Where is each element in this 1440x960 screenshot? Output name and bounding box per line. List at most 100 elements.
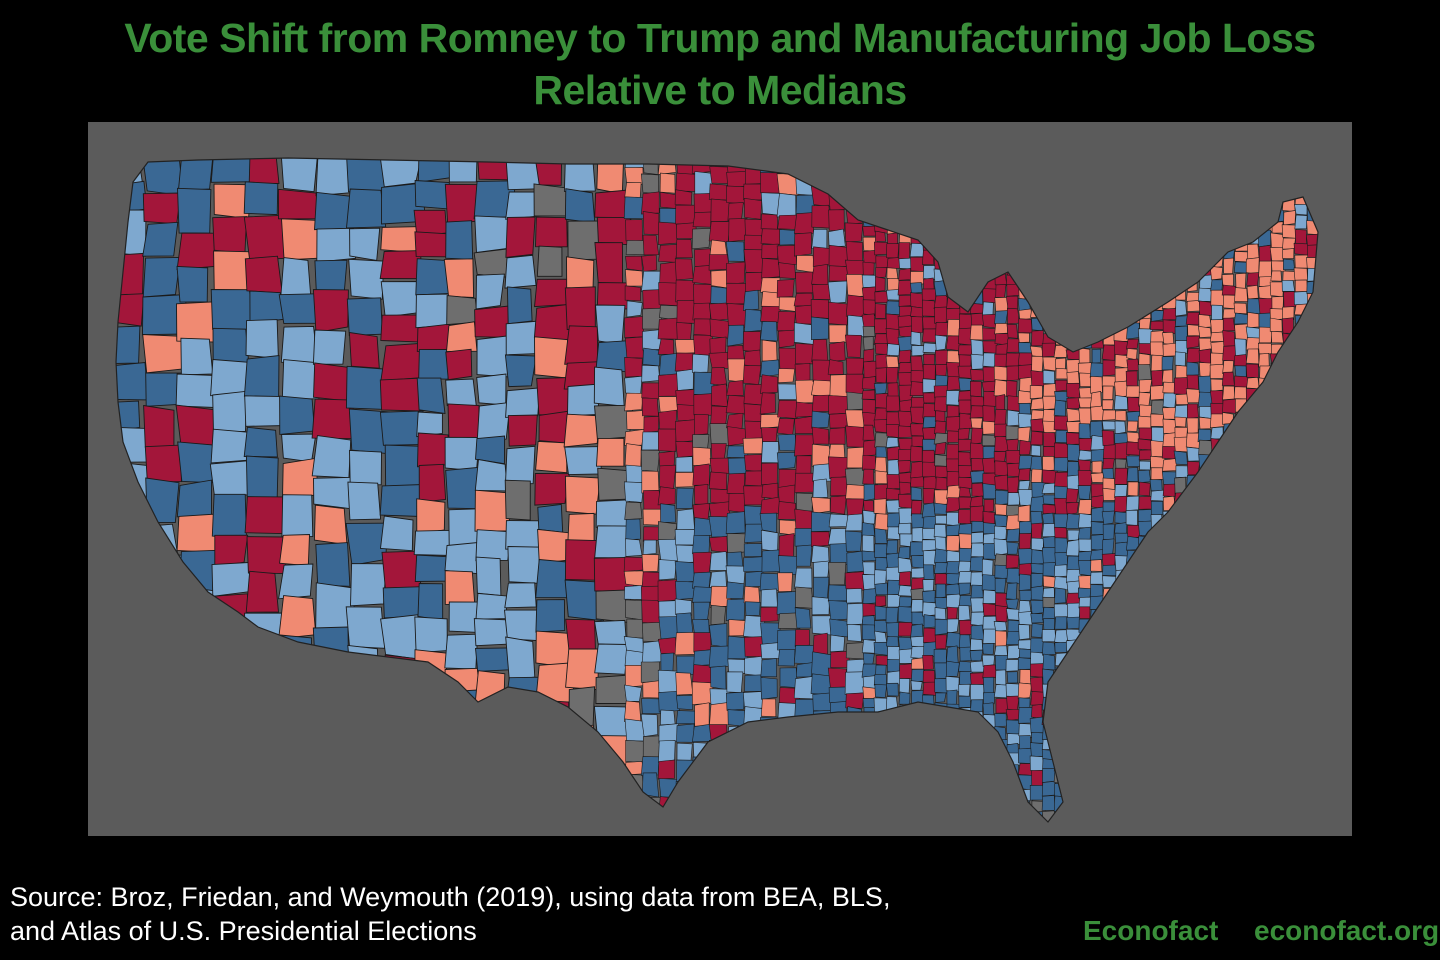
county-region[interactable] bbox=[776, 591, 798, 615]
county-region[interactable] bbox=[874, 605, 888, 621]
county-region[interactable] bbox=[277, 188, 320, 220]
county-region[interactable] bbox=[1042, 356, 1057, 372]
county-region[interactable] bbox=[846, 588, 863, 604]
county-region[interactable] bbox=[957, 508, 972, 525]
county-region[interactable] bbox=[958, 533, 974, 550]
county-region[interactable] bbox=[1151, 369, 1163, 388]
county-region[interactable] bbox=[1017, 332, 1030, 343]
county-region[interactable] bbox=[1101, 429, 1115, 446]
county-region[interactable] bbox=[760, 359, 780, 378]
county-region[interactable] bbox=[641, 364, 661, 383]
county-region[interactable] bbox=[945, 631, 962, 648]
county-region[interactable] bbox=[505, 216, 536, 258]
county-region[interactable] bbox=[692, 664, 712, 685]
county-region[interactable] bbox=[862, 261, 875, 277]
county-region[interactable] bbox=[1271, 260, 1286, 273]
county-region[interactable] bbox=[693, 283, 713, 305]
county-region[interactable] bbox=[1223, 257, 1234, 274]
county-region[interactable] bbox=[1067, 461, 1080, 478]
county-region[interactable] bbox=[1246, 311, 1260, 329]
county-region[interactable] bbox=[624, 599, 643, 621]
county-region[interactable] bbox=[1271, 330, 1284, 344]
county-region[interactable] bbox=[1006, 307, 1020, 325]
county-region[interactable] bbox=[1078, 449, 1094, 462]
county-region[interactable] bbox=[958, 582, 971, 596]
county-region[interactable] bbox=[1149, 479, 1163, 492]
county-region[interactable] bbox=[281, 433, 317, 463]
county-region[interactable] bbox=[1246, 376, 1260, 390]
county-region[interactable] bbox=[1030, 585, 1044, 601]
county-region[interactable] bbox=[641, 191, 660, 215]
county-region[interactable] bbox=[969, 324, 985, 341]
county-region[interactable] bbox=[725, 261, 746, 285]
county-region[interactable] bbox=[1054, 587, 1067, 604]
county-region[interactable] bbox=[970, 339, 984, 357]
county-region[interactable] bbox=[760, 677, 778, 700]
county-region[interactable] bbox=[1233, 302, 1248, 315]
county-region[interactable] bbox=[861, 624, 877, 641]
county-region[interactable] bbox=[1077, 459, 1091, 472]
county-region[interactable] bbox=[994, 474, 1009, 491]
county-region[interactable] bbox=[1221, 284, 1237, 296]
county-region[interactable] bbox=[829, 412, 848, 429]
county-region[interactable] bbox=[280, 257, 312, 297]
county-region[interactable] bbox=[845, 692, 865, 709]
county-region[interactable] bbox=[897, 546, 911, 559]
county-region[interactable] bbox=[674, 258, 694, 281]
county-region[interactable] bbox=[1019, 735, 1032, 750]
county-region[interactable] bbox=[885, 313, 900, 331]
county-region[interactable] bbox=[1006, 380, 1018, 398]
county-region[interactable] bbox=[811, 338, 829, 363]
county-region[interactable] bbox=[1222, 294, 1236, 310]
county-region[interactable] bbox=[1078, 513, 1093, 529]
county-region[interactable] bbox=[861, 522, 876, 537]
county-region[interactable] bbox=[886, 670, 902, 686]
county-region[interactable] bbox=[626, 618, 644, 639]
county-region[interactable] bbox=[885, 606, 899, 624]
county-region[interactable] bbox=[862, 336, 874, 351]
county-region[interactable] bbox=[1102, 385, 1114, 400]
county-region[interactable] bbox=[995, 630, 1008, 648]
county-region[interactable] bbox=[761, 441, 780, 464]
county-region[interactable] bbox=[1102, 538, 1115, 556]
county-region[interactable] bbox=[1294, 214, 1308, 230]
county-region[interactable] bbox=[658, 352, 679, 376]
county-region[interactable] bbox=[946, 404, 960, 418]
county-region[interactable] bbox=[624, 357, 643, 378]
county-region[interactable] bbox=[1101, 467, 1114, 480]
county-region[interactable] bbox=[1282, 306, 1295, 321]
county-region[interactable] bbox=[970, 395, 985, 407]
county-region[interactable] bbox=[1258, 285, 1273, 300]
county-region[interactable] bbox=[691, 571, 712, 589]
county-region[interactable] bbox=[1030, 613, 1044, 624]
county-region[interactable] bbox=[1137, 415, 1152, 429]
county-region[interactable] bbox=[743, 543, 763, 557]
county-region[interactable] bbox=[1005, 659, 1021, 672]
county-region[interactable] bbox=[982, 405, 996, 423]
county-region[interactable] bbox=[958, 683, 971, 697]
county-region[interactable] bbox=[1246, 272, 1260, 287]
county-region[interactable] bbox=[1102, 359, 1116, 377]
county-region[interactable] bbox=[1114, 410, 1127, 422]
county-region[interactable] bbox=[1198, 375, 1212, 393]
county-region[interactable] bbox=[1005, 582, 1018, 600]
county-region[interactable] bbox=[946, 350, 960, 365]
county-region[interactable] bbox=[1233, 261, 1248, 274]
county-region[interactable] bbox=[982, 589, 997, 605]
county-region[interactable] bbox=[1078, 407, 1092, 425]
county-region[interactable] bbox=[1090, 405, 1105, 421]
county-region[interactable] bbox=[970, 699, 984, 713]
county-region[interactable] bbox=[743, 556, 765, 572]
county-region[interactable] bbox=[504, 582, 537, 609]
county-region[interactable] bbox=[958, 634, 971, 649]
county-region[interactable] bbox=[886, 366, 899, 384]
county-region[interactable] bbox=[657, 317, 679, 340]
county-region[interactable] bbox=[1065, 488, 1079, 504]
county-region[interactable] bbox=[1053, 564, 1068, 578]
county-region[interactable] bbox=[1079, 606, 1091, 619]
county-region[interactable] bbox=[829, 618, 850, 638]
county-region[interactable] bbox=[282, 457, 318, 500]
county-region[interactable] bbox=[1234, 338, 1247, 357]
county-region[interactable] bbox=[1089, 420, 1103, 438]
county-region[interactable] bbox=[692, 463, 710, 486]
